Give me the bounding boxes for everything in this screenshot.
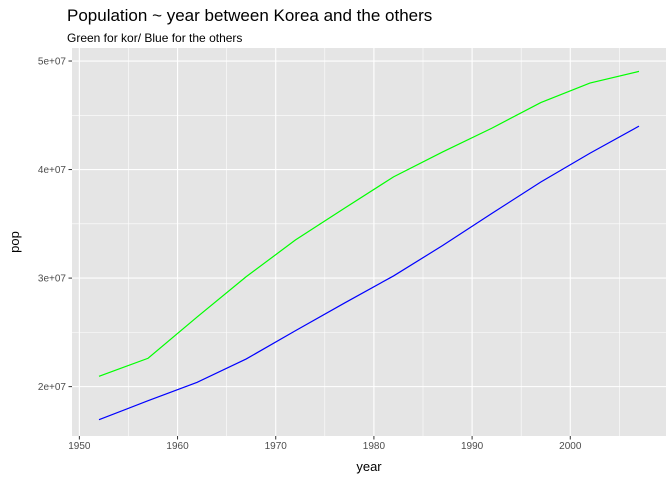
x-axis-title: year [356, 459, 382, 474]
y-axis-title: pop [7, 231, 22, 253]
x-tick-label: 1960 [166, 441, 189, 452]
x-tick-label: 1980 [363, 441, 386, 452]
series-lines [98, 70, 640, 421]
x-tick-label: 1950 [68, 441, 91, 452]
chart-title: Population ~ year between Korea and the … [67, 6, 433, 25]
y-tick-label: 5e+07 [38, 57, 67, 68]
y-tick-label: 2e+07 [38, 382, 67, 393]
x-tick-label: 1970 [265, 441, 288, 452]
series-line-2 [98, 125, 640, 421]
chart-subtitle: Green for kor/ Blue for the others [67, 31, 243, 45]
y-tick-label: 4e+07 [38, 165, 67, 176]
series-line-1 [98, 70, 640, 377]
grid-major [72, 48, 666, 436]
x-tick-label: 2000 [559, 441, 582, 452]
y-axis: 2e+07 3e+07 4e+07 5e+07 [38, 57, 72, 393]
grid-minor [72, 48, 666, 436]
plot-panel [72, 48, 666, 436]
x-tick-label: 1990 [461, 441, 484, 452]
x-axis: 1950 1960 1970 1980 1990 2000 [68, 436, 582, 452]
y-tick-label: 3e+07 [38, 274, 67, 285]
